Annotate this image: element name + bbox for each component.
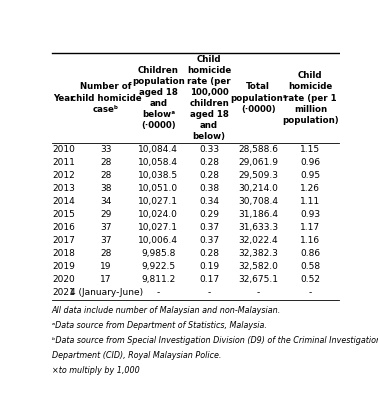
- Text: All data include number of Malaysian and non-Malaysian.: All data include number of Malaysian and…: [52, 306, 281, 316]
- Text: 0.28: 0.28: [199, 171, 219, 180]
- Text: Number of
child homicide
caseᵇ: Number of child homicide caseᵇ: [71, 82, 141, 114]
- Text: 2010: 2010: [53, 146, 76, 154]
- Text: -: -: [157, 288, 160, 297]
- Text: 0.19: 0.19: [199, 262, 219, 271]
- Text: -: -: [208, 288, 211, 297]
- Text: 32,675.1: 32,675.1: [238, 275, 278, 284]
- Text: ×to multiply by 1,000: ×to multiply by 1,000: [52, 366, 139, 374]
- Text: 0.28: 0.28: [199, 249, 219, 258]
- Text: 32,022.4: 32,022.4: [238, 236, 278, 245]
- Text: 0.95: 0.95: [300, 171, 321, 180]
- Text: 10,058.4: 10,058.4: [138, 158, 178, 167]
- Text: Total
populationᵃ
(·0000): Total populationᵃ (·0000): [230, 82, 287, 114]
- Text: 2016: 2016: [53, 223, 76, 232]
- Text: 10,038.5: 10,038.5: [138, 171, 178, 180]
- Text: 0.29: 0.29: [199, 210, 219, 219]
- Text: 1.26: 1.26: [301, 184, 320, 193]
- Text: 0.37: 0.37: [199, 223, 219, 232]
- Text: 10,006.4: 10,006.4: [138, 236, 178, 245]
- Text: 2018: 2018: [53, 249, 76, 258]
- Text: 0.38: 0.38: [199, 184, 219, 193]
- Text: 28: 28: [101, 171, 112, 180]
- Text: 0.96: 0.96: [300, 158, 321, 167]
- Text: 0.33: 0.33: [199, 146, 219, 154]
- Text: Year: Year: [53, 94, 74, 102]
- Text: 9,811.2: 9,811.2: [141, 275, 175, 284]
- Text: 31,633.3: 31,633.3: [238, 223, 278, 232]
- Text: 0.86: 0.86: [300, 249, 321, 258]
- Text: 33: 33: [101, 146, 112, 154]
- Text: 32,382.3: 32,382.3: [238, 249, 278, 258]
- Text: 17: 17: [101, 275, 112, 284]
- Text: 2012: 2012: [53, 171, 76, 180]
- Text: 10,051.0: 10,051.0: [138, 184, 178, 193]
- Text: -: -: [309, 288, 312, 297]
- Text: 4 (January-June): 4 (January-June): [70, 288, 143, 297]
- Text: ᵇData source from Special Investigation Division (D9) of the Criminal Investigat: ᵇData source from Special Investigation …: [52, 336, 378, 345]
- Text: Children
population
aged 18
and
belowᵃ
(·0000): Children population aged 18 and belowᵃ (…: [132, 66, 185, 130]
- Text: Child
homicide
rate (per 1
million
population): Child homicide rate (per 1 million popul…: [282, 71, 339, 125]
- Text: -: -: [257, 288, 260, 297]
- Text: 0.52: 0.52: [301, 275, 320, 284]
- Text: 2019: 2019: [53, 262, 76, 271]
- Text: 28: 28: [101, 249, 112, 258]
- Text: 29: 29: [101, 210, 112, 219]
- Text: 2020: 2020: [53, 275, 76, 284]
- Text: 0.93: 0.93: [300, 210, 321, 219]
- Text: 0.34: 0.34: [199, 197, 219, 206]
- Text: 38: 38: [101, 184, 112, 193]
- Text: 37: 37: [101, 223, 112, 232]
- Text: 30,214.0: 30,214.0: [238, 184, 278, 193]
- Text: 37: 37: [101, 236, 112, 245]
- Text: 0.58: 0.58: [300, 262, 321, 271]
- Text: 28,588.6: 28,588.6: [238, 146, 278, 154]
- Text: 2011: 2011: [53, 158, 76, 167]
- Text: 2015: 2015: [53, 210, 76, 219]
- Text: 10,027.1: 10,027.1: [138, 223, 178, 232]
- Text: 34: 34: [101, 197, 112, 206]
- Text: 28: 28: [101, 158, 112, 167]
- Text: 1.17: 1.17: [300, 223, 321, 232]
- Text: 2013: 2013: [53, 184, 76, 193]
- Text: 19: 19: [101, 262, 112, 271]
- Text: 9,985.8: 9,985.8: [141, 249, 175, 258]
- Text: 9,922.5: 9,922.5: [141, 262, 175, 271]
- Text: 1.16: 1.16: [300, 236, 321, 245]
- Text: 1.15: 1.15: [300, 146, 321, 154]
- Text: 30,708.4: 30,708.4: [238, 197, 278, 206]
- Text: Department (CID), Royal Malaysian Police.: Department (CID), Royal Malaysian Police…: [52, 351, 221, 360]
- Text: 0.17: 0.17: [199, 275, 219, 284]
- Text: 29,061.9: 29,061.9: [238, 158, 278, 167]
- Text: 31,186.4: 31,186.4: [238, 210, 278, 219]
- Text: 10,027.1: 10,027.1: [138, 197, 178, 206]
- Text: 1.11: 1.11: [300, 197, 321, 206]
- Text: 29,509.3: 29,509.3: [238, 171, 278, 180]
- Text: 0.28: 0.28: [199, 158, 219, 167]
- Text: 0.37: 0.37: [199, 236, 219, 245]
- Text: 10,024.0: 10,024.0: [138, 210, 178, 219]
- Text: Child
homicide
rate (per
100,000
children
aged 18
and
below): Child homicide rate (per 100,000 childre…: [187, 55, 231, 141]
- Text: ᵃData source from Department of Statistics, Malaysia.: ᵃData source from Department of Statisti…: [52, 321, 266, 330]
- Text: 2021: 2021: [53, 288, 76, 297]
- Text: 10,084.4: 10,084.4: [138, 146, 178, 154]
- Text: 2017: 2017: [53, 236, 76, 245]
- Text: 32,582.0: 32,582.0: [238, 262, 278, 271]
- Text: 2014: 2014: [53, 197, 76, 206]
